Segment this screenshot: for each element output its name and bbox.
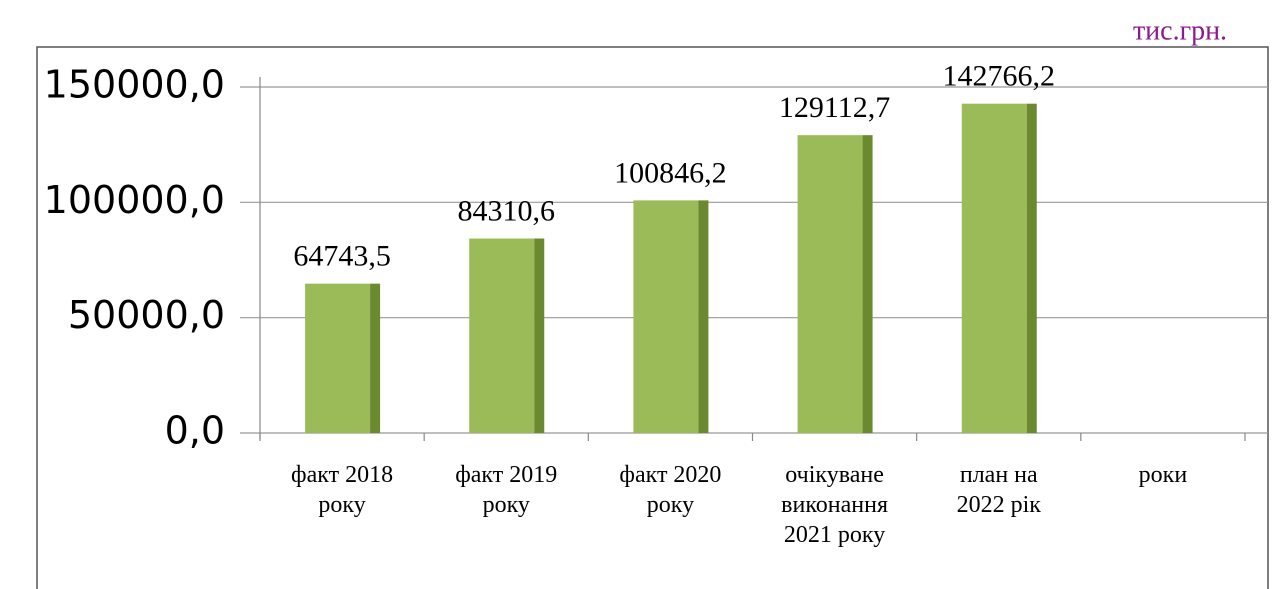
y-tick-label: 0,0 bbox=[165, 409, 225, 453]
value-label: 129112,7 bbox=[779, 91, 890, 124]
bar-side bbox=[1026, 103, 1037, 433]
x-tick-label: роки bbox=[1139, 462, 1188, 488]
bar bbox=[633, 200, 699, 433]
value-label: 84310,6 bbox=[458, 194, 556, 227]
bar-side bbox=[862, 135, 873, 433]
x-tick-label: план на 2022 рік bbox=[957, 462, 1042, 518]
bar bbox=[305, 283, 371, 433]
y-tick-label: 100000,0 bbox=[44, 178, 225, 222]
bar-side bbox=[698, 200, 709, 433]
unit-label: тис.грн. bbox=[1133, 15, 1227, 46]
y-tick-label: 150000,0 bbox=[44, 63, 225, 107]
x-tick-label: очікуване виконання 2021 року bbox=[781, 462, 888, 548]
value-label: 100846,2 bbox=[614, 156, 727, 189]
value-label: 142766,2 bbox=[943, 60, 1056, 93]
value-label: 64743,5 bbox=[293, 240, 391, 273]
x-tick-label: факт 2019 року bbox=[455, 462, 557, 518]
bar bbox=[469, 238, 535, 433]
y-tick-label: 50000,0 bbox=[68, 293, 225, 337]
bar-side bbox=[370, 283, 381, 433]
bar bbox=[797, 135, 863, 433]
bar bbox=[961, 103, 1027, 433]
x-tick-label: факт 2020 року bbox=[619, 462, 721, 518]
x-tick-label: факт 2018 року bbox=[291, 462, 393, 518]
bar-side bbox=[534, 238, 545, 433]
